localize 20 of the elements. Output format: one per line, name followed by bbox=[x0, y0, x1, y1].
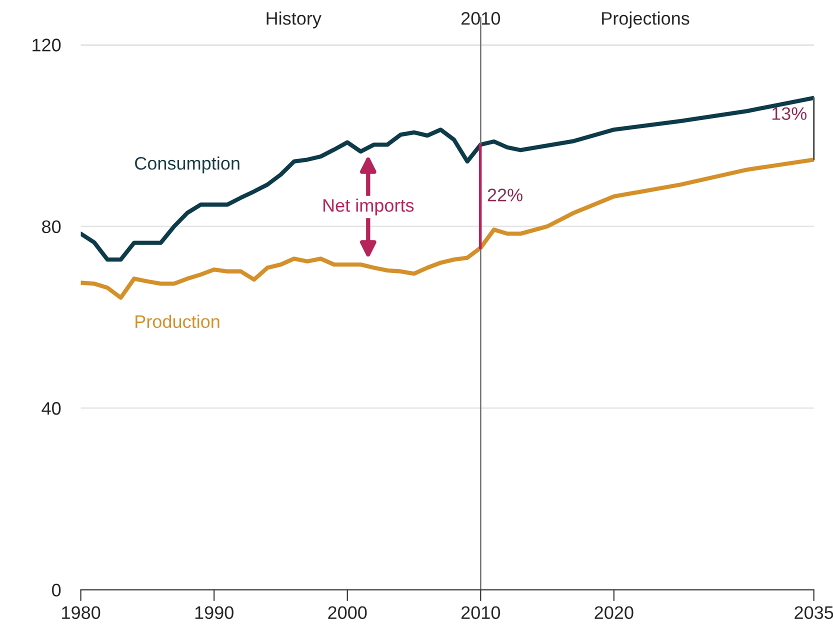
line-series bbox=[80, 158, 814, 300]
y-tick-label: 120 bbox=[32, 38, 61, 52]
x-tick-label: 2020 bbox=[594, 606, 634, 620]
x-tick-label: 2010 bbox=[461, 606, 500, 620]
text: Projections bbox=[602, 12, 690, 28]
ref-line-label: 2010 bbox=[461, 12, 500, 25]
text: History bbox=[266, 12, 322, 28]
x-tick-label: 1990 bbox=[195, 606, 234, 620]
line-series bbox=[80, 96, 814, 262]
annotation: Net imports bbox=[323, 198, 414, 216]
y-tick-label: 0 bbox=[52, 584, 61, 597]
x-tick-label: 2035 bbox=[794, 606, 833, 620]
x-tick-label: 2000 bbox=[328, 606, 367, 620]
x-tick-label: 1980 bbox=[62, 606, 100, 620]
y-tick-label: 80 bbox=[42, 220, 61, 234]
y-tick-label: 40 bbox=[42, 402, 61, 415]
series-label: Production bbox=[136, 314, 220, 328]
series-label: Consumption bbox=[135, 156, 240, 174]
annotation: 22% bbox=[488, 188, 522, 202]
annotation: 13% bbox=[772, 107, 807, 120]
